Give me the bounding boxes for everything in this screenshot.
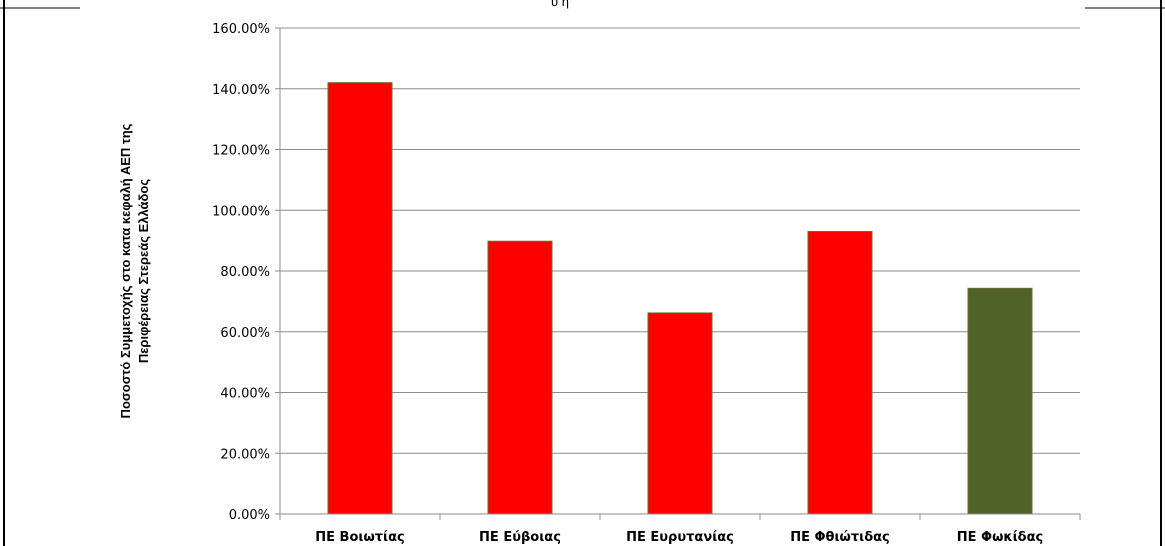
y-tick-labels: 0.00% 20.00% 40.00% 60.00% 80.00% 100.00% 120.… (212, 22, 270, 523)
y-tick-label: 40.00% (220, 387, 270, 402)
x-tick-label: ΠΕ Φθιώτιδας (790, 530, 890, 545)
top-cropped-text: ύ ή (551, 0, 569, 9)
y-tick-label: 160.00% (212, 22, 270, 37)
bar (327, 82, 393, 515)
axes (275, 27, 1081, 520)
x-tick-label: ΠΕ Βοιωτίας (315, 530, 405, 545)
bar (487, 240, 553, 515)
y-tick-label: 140.00% (212, 83, 270, 98)
x-tick-label: ΠΕ Εύβοιας (479, 530, 561, 545)
y-axis-title-text: Ποσοστό Συμμετοχής στο κατα κεφαλή ΑΕΠ τ… (118, 123, 151, 418)
y-tick-label: 100.00% (212, 204, 270, 219)
y-tick-label: 20.00% (220, 447, 270, 462)
y-tick-label: 120.00% (212, 144, 270, 159)
bar (967, 287, 1033, 515)
y-axis-title-line: Περιφέρειας Στερεάς Ελλάδος (136, 179, 151, 363)
x-tick-label: ΠΕ Φωκίδας (957, 530, 1044, 545)
y-axis-title: Ποσοστό Συμμετοχής στο κατα κεφαλή ΑΕΠ τ… (118, 123, 151, 418)
y-tick-label: 0.00% (229, 508, 270, 523)
bar (647, 312, 713, 515)
y-tick-label: 80.00% (220, 265, 270, 280)
y-tick-label: 60.00% (220, 326, 270, 341)
bars (327, 82, 1033, 515)
y-axis-title-line: Ποσοστό Συμμετοχής στο κατα κεφαλή ΑΕΠ τ… (118, 123, 133, 418)
bar (807, 231, 873, 515)
x-tick-label: ΠΕ Ευρυτανίας (626, 530, 734, 545)
x-tick-labels: ΠΕ Βοιωτίας ΠΕ Εύβοιας ΠΕ Ευρυτανίας ΠΕ Φθι… (315, 530, 1043, 545)
